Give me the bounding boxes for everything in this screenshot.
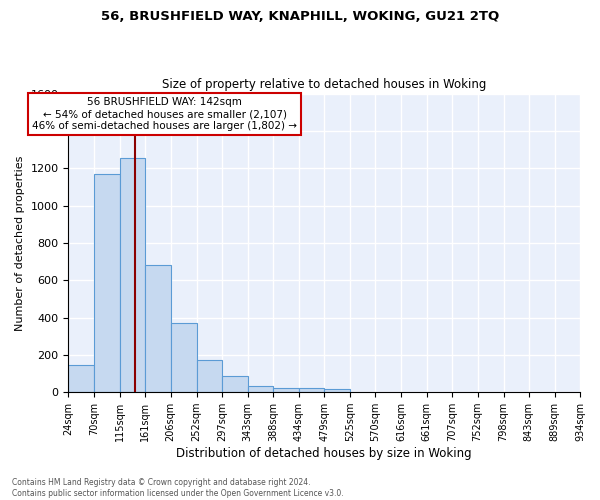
Bar xyxy=(299,388,324,392)
Bar xyxy=(273,388,299,392)
Text: Contains HM Land Registry data © Crown copyright and database right 2024.
Contai: Contains HM Land Registry data © Crown c… xyxy=(12,478,344,498)
Bar xyxy=(222,376,248,392)
Y-axis label: Number of detached properties: Number of detached properties xyxy=(15,155,25,330)
Bar xyxy=(171,323,197,392)
Bar xyxy=(197,360,222,392)
Text: 56, BRUSHFIELD WAY, KNAPHILL, WOKING, GU21 2TQ: 56, BRUSHFIELD WAY, KNAPHILL, WOKING, GU… xyxy=(101,10,499,23)
Bar xyxy=(324,390,350,392)
X-axis label: Distribution of detached houses by size in Woking: Distribution of detached houses by size … xyxy=(176,447,472,460)
Bar xyxy=(248,386,273,392)
Bar xyxy=(94,174,119,392)
Title: Size of property relative to detached houses in Woking: Size of property relative to detached ho… xyxy=(162,78,487,91)
Text: 56 BRUSHFIELD WAY: 142sqm
← 54% of detached houses are smaller (2,107)
46% of se: 56 BRUSHFIELD WAY: 142sqm ← 54% of detac… xyxy=(32,98,297,130)
Bar xyxy=(68,364,94,392)
Bar xyxy=(145,266,171,392)
Bar xyxy=(119,158,145,392)
